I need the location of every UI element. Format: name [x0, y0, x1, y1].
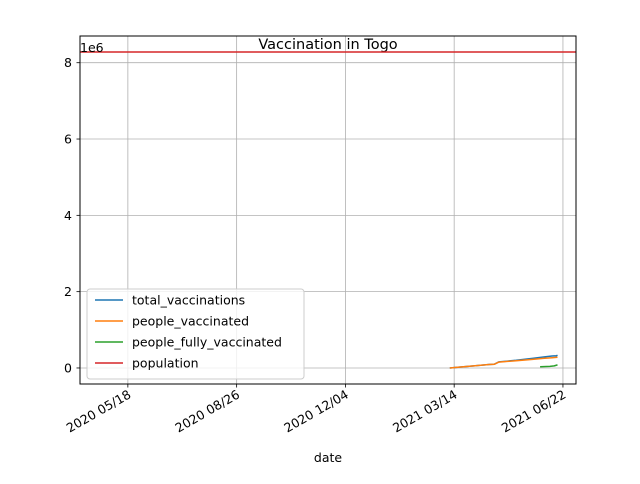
- plot-frame: [79, 35, 577, 385]
- legend-box: [86, 288, 305, 380]
- legend-label: total_vaccinations: [132, 293, 245, 308]
- series-line-people-vaccinated: [449, 356, 558, 369]
- y-tick-label: 8: [64, 55, 72, 70]
- series-lines: [80, 51, 576, 369]
- legend-label: people_fully_vaccinated: [132, 335, 282, 350]
- legend: total_vaccinations people_vaccinatedpeopl…: [86, 288, 305, 380]
- y-tick-label: 2: [64, 284, 72, 299]
- y-tick-label: 6: [64, 132, 72, 147]
- y-axis: 0 2 4 6 8: [64, 55, 80, 375]
- x-axis-label: date: [314, 450, 342, 465]
- y-tick-label: 0: [64, 360, 72, 375]
- legend-label: people_vaccinated: [132, 314, 249, 329]
- series-line-people-fully-vaccinated: [540, 364, 558, 368]
- legend-label: population: [132, 356, 199, 371]
- y-tick-label: 4: [64, 208, 72, 223]
- y-offset-label: 1e6: [80, 40, 104, 55]
- chart-title: Vaccination in Togo: [258, 37, 397, 53]
